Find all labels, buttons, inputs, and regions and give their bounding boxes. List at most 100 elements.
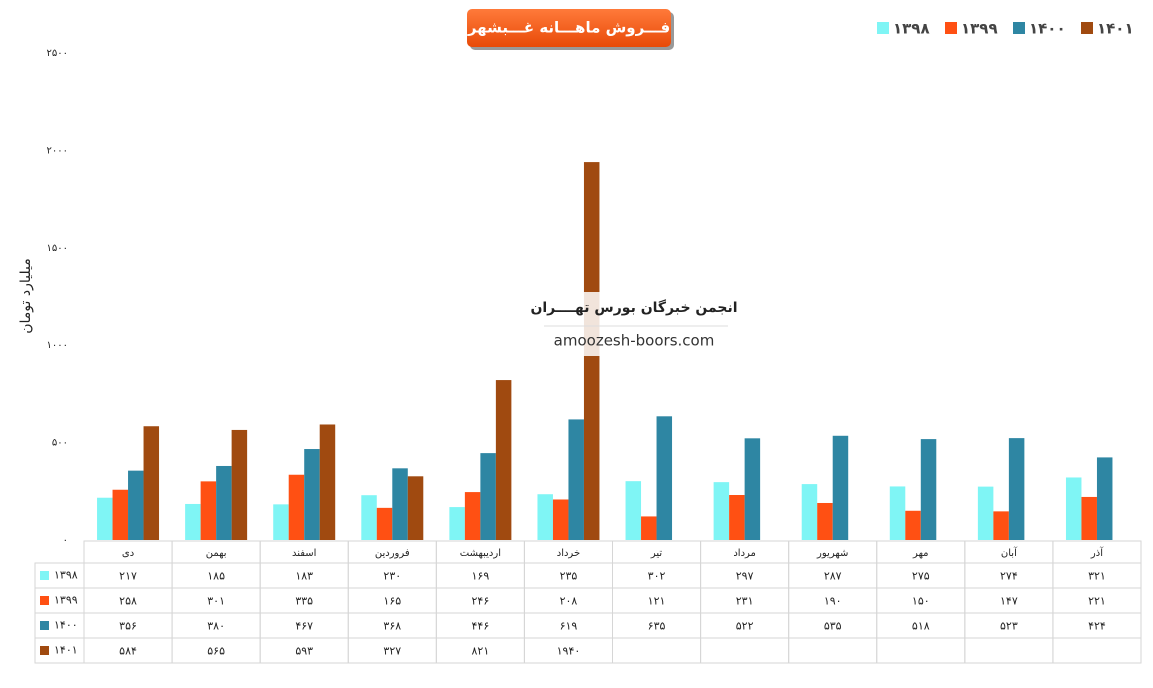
table-cell <box>1052 637 1142 664</box>
bar <box>216 465 232 540</box>
table-value: ۱۶۹ <box>472 570 490 583</box>
table-value: ۲۷۴ <box>1000 570 1018 583</box>
table-value: ۵۸۴ <box>119 645 137 658</box>
legend-label: ۱۳۹۹ <box>961 20 998 38</box>
table-value: ۳۳۵ <box>295 595 313 608</box>
table-value: ۴۴۶ <box>472 620 490 633</box>
bar <box>568 419 584 540</box>
legend-label: ۱۳۹۸ <box>893 20 930 38</box>
bar <box>832 435 849 540</box>
category-label: تیر <box>650 548 663 559</box>
category-label: مهر <box>912 548 928 559</box>
table-value: ۳۰۱ <box>207 595 225 608</box>
legend-swatch <box>40 646 49 655</box>
bar <box>993 511 1009 540</box>
bar <box>641 516 657 540</box>
table-cell <box>700 637 790 664</box>
category-label: دی <box>122 548 134 559</box>
bar <box>392 468 408 540</box>
bar <box>288 474 305 540</box>
table-value: ۵۶۵ <box>207 645 225 658</box>
bar <box>185 503 201 540</box>
table-cell <box>788 637 878 664</box>
table-value: ۳۸۰ <box>207 620 225 633</box>
table-value: ۲۹۷ <box>736 570 754 583</box>
bar <box>319 424 336 540</box>
table-value: ۱۹۰ <box>824 595 842 608</box>
bar <box>1065 477 1082 540</box>
bar <box>376 507 393 540</box>
category-label: اسفند <box>292 548 316 559</box>
bar <box>1096 457 1113 540</box>
bar <box>729 495 745 540</box>
bar <box>143 426 160 540</box>
table-value: ۳۵۶ <box>119 620 137 633</box>
bar <box>656 416 673 540</box>
legend-swatch <box>40 571 49 580</box>
row-label: ۱۴۰۰ <box>54 619 78 632</box>
table-value: ۳۲۷ <box>383 645 401 658</box>
table-value: ۵۳۵ <box>824 620 842 633</box>
bar <box>744 438 761 540</box>
table-value: ۲۳۰ <box>383 570 401 583</box>
bar <box>112 489 129 540</box>
category-label: خرداد <box>557 548 580 559</box>
legend-swatch <box>40 621 49 630</box>
bar <box>495 380 512 540</box>
category-label: آذر <box>1090 546 1104 559</box>
bar <box>480 453 496 540</box>
legend-label: ۱۴۰۰ <box>1029 20 1066 38</box>
bar <box>128 470 144 540</box>
bar <box>1008 438 1025 540</box>
bar <box>713 482 730 540</box>
y-tick-label: ۱۰۰۰ <box>47 340 68 351</box>
category-label: مرداد <box>733 548 756 559</box>
table-value: ۴۲۴ <box>1088 620 1106 633</box>
table-value: ۱۶۵ <box>383 595 401 608</box>
watermark-url: amoozesh-boors.com <box>554 332 715 350</box>
bar <box>231 429 248 540</box>
row-label: ۱۴۰۱ <box>54 644 78 657</box>
y-tick-label: ۲۰۰۰ <box>47 145 68 156</box>
table-cell <box>876 637 966 664</box>
bar <box>304 449 320 540</box>
bar <box>977 486 994 540</box>
table-value: ۲۷۵ <box>912 570 930 583</box>
table-value: ۲۳۵ <box>560 570 578 583</box>
chart-title: فـــروش ماهـــانه غـــبشهر <box>467 19 670 37</box>
table-value: ۶۱۹ <box>560 620 578 633</box>
y-tick-label: ۱۵۰۰ <box>47 243 68 254</box>
table-value: ۶۳۵ <box>648 620 666 633</box>
bar <box>889 486 906 540</box>
table-value: ۲۳۱ <box>736 595 754 608</box>
table-value: ۵۱۸ <box>912 620 930 633</box>
table-value: ۴۶۷ <box>295 620 313 633</box>
bar <box>97 497 113 540</box>
table-value: ۵۲۲ <box>736 620 754 633</box>
table-value: ۱۴۷ <box>1000 595 1018 608</box>
row-label: ۱۳۹۹ <box>54 594 78 607</box>
bar <box>552 499 569 540</box>
category-label: بهمن <box>206 548 227 559</box>
legend-swatch <box>40 596 49 605</box>
table-value: ۵۲۳ <box>1000 620 1018 633</box>
bar <box>200 481 217 540</box>
table-value: ۱۹۴۰ <box>557 645 581 658</box>
bar <box>537 494 553 540</box>
bar <box>407 476 424 540</box>
table-value: ۱۸۵ <box>207 570 225 583</box>
watermark-title: انجمن خبرگان بورس تهــــران <box>530 299 737 316</box>
bar <box>625 481 642 540</box>
category-label: شهریور <box>816 548 848 559</box>
table-value: ۲۸۷ <box>824 570 842 583</box>
bar <box>449 507 465 540</box>
table-value: ۲۱۷ <box>119 570 137 583</box>
bar <box>464 492 481 540</box>
watermark-box <box>544 292 728 356</box>
legend-swatch <box>1013 22 1025 34</box>
y-axis-label: میلیارد تومان <box>18 258 34 333</box>
legend-label: ۱۴۰۱ <box>1097 20 1134 38</box>
table-value: ۳۲۱ <box>1088 570 1106 583</box>
table-value: ۱۸۳ <box>295 570 313 583</box>
